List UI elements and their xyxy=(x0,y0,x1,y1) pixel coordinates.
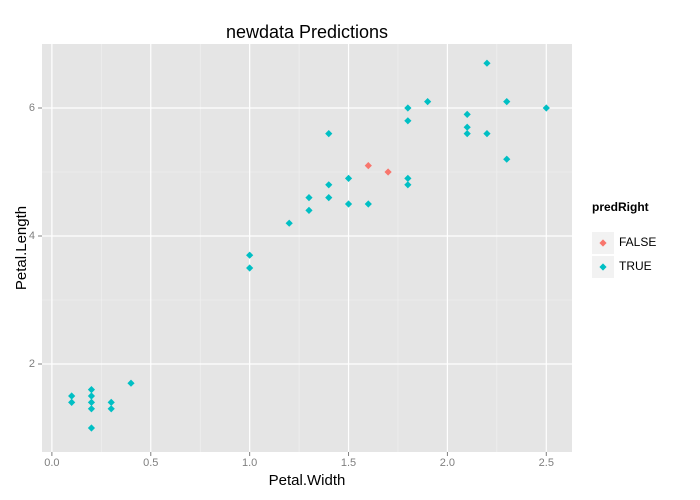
point xyxy=(87,386,96,394)
point xyxy=(305,206,313,214)
point xyxy=(325,194,333,202)
point xyxy=(87,392,96,400)
point xyxy=(404,174,412,182)
point xyxy=(68,392,76,400)
point xyxy=(463,110,471,118)
legend-marker xyxy=(599,263,607,271)
point xyxy=(325,130,333,138)
legend-title: predRight xyxy=(592,200,649,214)
x-tick-label: 1.0 xyxy=(242,457,257,469)
point xyxy=(503,155,511,163)
x-axis-title: Petal.Width xyxy=(269,472,346,489)
point xyxy=(305,194,313,202)
point xyxy=(107,398,115,406)
x-tick-label: 0.5 xyxy=(143,457,158,469)
point xyxy=(364,200,372,208)
point xyxy=(344,200,353,208)
point xyxy=(344,174,353,182)
point xyxy=(246,251,254,259)
point xyxy=(542,104,550,112)
x-tick-label: 0.0 xyxy=(44,457,59,469)
x-tick-label: 1.5 xyxy=(341,457,356,469)
point xyxy=(87,424,96,432)
legend-label: FALSE xyxy=(619,235,656,249)
point xyxy=(107,405,115,413)
x-tick-label: 2.5 xyxy=(539,457,554,469)
point xyxy=(483,59,491,67)
point xyxy=(463,123,471,131)
point xyxy=(404,117,412,125)
chart-title: newdata Predictions xyxy=(226,22,388,42)
legend-marker xyxy=(599,239,607,247)
point xyxy=(87,398,96,406)
point xyxy=(404,181,412,189)
point xyxy=(404,104,412,112)
y-tick-label: 4 xyxy=(29,230,35,242)
point xyxy=(68,398,76,406)
point xyxy=(325,181,333,189)
point xyxy=(463,130,471,138)
point xyxy=(424,98,432,106)
legend-label: TRUE xyxy=(619,259,652,273)
panel xyxy=(42,44,572,452)
y-tick-label: 6 xyxy=(29,102,35,114)
point xyxy=(127,379,135,387)
point xyxy=(384,168,392,176)
point xyxy=(285,219,293,227)
point xyxy=(503,98,511,106)
point xyxy=(364,162,372,170)
y-tick-label: 2 xyxy=(29,358,35,370)
point xyxy=(483,130,491,138)
point xyxy=(87,405,96,413)
x-tick-label: 2.0 xyxy=(440,457,455,469)
point xyxy=(246,264,254,272)
y-axis-title: Petal.Length xyxy=(13,206,30,290)
